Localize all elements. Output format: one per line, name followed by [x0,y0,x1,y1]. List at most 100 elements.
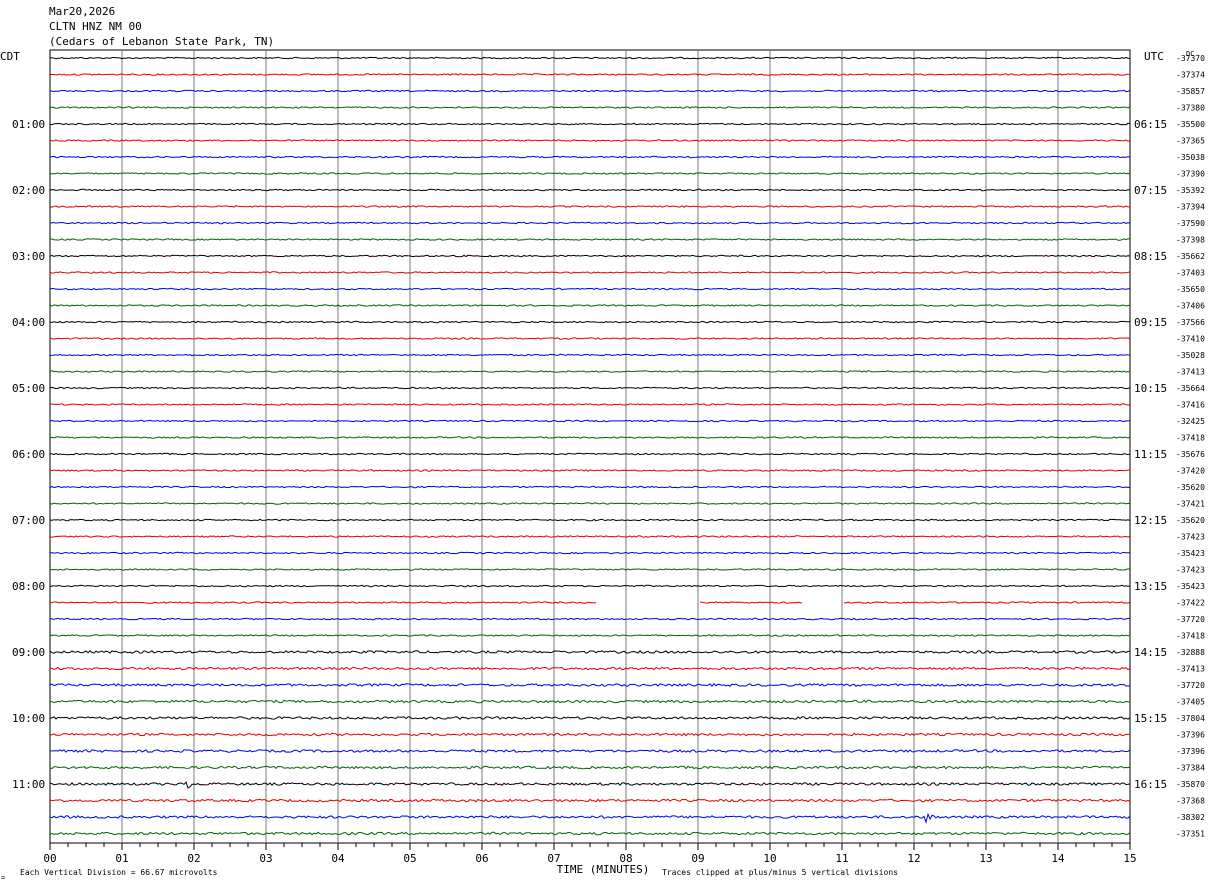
right-axis-label: UTC [1144,50,1164,63]
dc-offset-label: -35857 [1176,87,1205,96]
x-tick-label: 08 [619,852,632,865]
seismic-trace [49,485,1131,489]
right-hour-label: 10:15 [1134,382,1167,395]
right-hour-label: 11:15 [1134,448,1167,461]
seismic-trace [49,155,1131,159]
plot-frame [49,49,1131,844]
x-tick-label: 01 [115,852,128,865]
x-tick-label: 02 [187,852,200,865]
seismic-trace [49,634,1131,637]
footer-clip-note: Traces clipped at plus/minus 5 vertical … [662,868,898,877]
dc-offset-label: -37420 [1176,467,1205,476]
left-hour-label: 06:00 [12,448,45,461]
left-hour-label: 05:00 [12,382,45,395]
dc-offset-label: -37374 [1176,71,1205,80]
x-tick-label: 10 [763,852,776,865]
dc-offset-label: -35620 [1176,483,1205,492]
left-hour-label: 08:00 [12,580,45,593]
left-axis-label: CDT [0,50,20,63]
left-hour-label: 10:00 [12,712,45,725]
seismic-trace [49,568,1131,571]
seismic-trace [49,535,1131,538]
seismic-trace [49,765,1131,770]
dc-offset-label: -35028 [1176,351,1205,360]
right-hour-label: 14:15 [1134,646,1167,659]
x-tick-label: 03 [259,852,272,865]
right-hour-label: 12:15 [1134,514,1167,527]
seismic-trace [49,238,1131,241]
x-tick-label: 11 [835,852,848,865]
dc-offset-label: -37368 [1176,797,1205,806]
dc-offset-label: -37423 [1176,566,1205,575]
dc-offset-label: -37394 [1176,203,1205,212]
left-hour-label: 04:00 [12,316,45,329]
x-tick-label: 05 [403,852,416,865]
seismic-trace [49,370,1131,373]
x-tick-label: 15 [1123,852,1136,865]
dc-offset-label: -37418 [1176,632,1205,641]
dc-offset-label: -37590 [1176,219,1205,228]
seismic-trace [49,812,1131,824]
seismic-trace [49,353,1131,357]
right-hour-label: 15:15 [1134,712,1167,725]
x-tick-label: 00 [43,852,56,865]
dc-offset-label: -35664 [1176,384,1205,393]
x-tick-label: 09 [691,852,704,865]
dc-offset-label: -35423 [1176,582,1205,591]
dc-offset-label: -37384 [1176,764,1205,773]
dc-offset-label: -37418 [1176,434,1205,443]
seismic-trace [49,732,1131,737]
dc-offset-label: -35676 [1176,450,1205,459]
dc-offset-label: -35662 [1176,252,1205,261]
header-date: Mar20,2026 [49,5,116,18]
right-hour-label: 09:15 [1134,316,1167,329]
dc-offset-label: -37804 [1176,714,1205,723]
seismic-trace [49,287,1130,291]
header-location: (Cedars of Lebanon State Park, TN) [49,35,275,48]
seismic-trace [49,781,1131,789]
x-axis-label: TIME (MINUTES) [557,863,650,876]
seismic-trace [49,106,1131,109]
seismic-trace [49,601,1131,604]
x-tick-label: 06 [475,852,488,865]
footer-mark: = [1,874,5,882]
x-tick-label: 07 [547,852,560,865]
seismic-trace [49,436,1131,439]
right-hour-label: 13:15 [1134,580,1167,593]
dc-offset-label: -37413 [1176,665,1205,674]
seismic-trace [49,419,1131,423]
seismic-trace [49,502,1131,505]
dc-offset-label: -35620 [1176,516,1205,525]
left-hour-label: 01:00 [12,118,45,131]
dc-offset-label: -37403 [1176,269,1205,278]
right-hour-label: 16:15 [1134,778,1167,791]
left-hour-label: 02:00 [12,184,45,197]
dc-offset-label: -35500 [1176,120,1205,129]
footer-scale-note: Each Vertical Division = 66.67 microvolt… [20,868,218,877]
dc-offset-label: -37416 [1176,401,1205,410]
dc-offset-label: -32888 [1176,648,1205,657]
seismic-trace [49,699,1131,704]
dc-offset-label: -37405 [1176,698,1205,707]
right-hour-label: 08:15 [1134,250,1167,263]
seismic-trace [49,56,1131,60]
seismic-trace [49,518,1131,522]
seismic-trace [49,172,1131,175]
dc-offset-label: -37422 [1176,599,1205,608]
x-tick-label: 14 [1051,852,1065,865]
seismic-trace [49,337,1131,340]
seismic-trace [49,188,1131,192]
seismic-trace [49,584,1131,588]
dc-offset-label: -37396 [1176,731,1205,740]
dc-offset-label: -35392 [1176,186,1205,195]
seismic-trace [49,650,1131,654]
dc-offset-label: -37390 [1176,170,1205,179]
left-hour-label: 09:00 [12,646,45,659]
dc-offset-label: -35870 [1176,780,1205,789]
left-hour-label: 03:00 [12,250,45,263]
dc-offset-label: -35650 [1176,285,1205,294]
dc-offset-label: -37396 [1176,747,1205,756]
dc-offset-label: -35038 [1176,153,1205,162]
dc-offset-label: -32425 [1176,417,1205,426]
